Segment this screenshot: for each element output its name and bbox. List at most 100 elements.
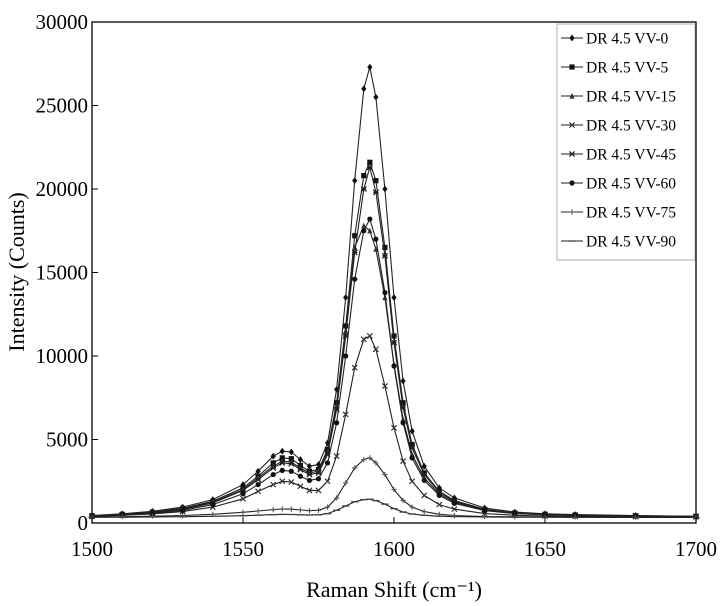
x-axis-ticks: 1500 1550 1600 1650 1700	[71, 517, 717, 561]
legend-marker	[569, 209, 575, 215]
data-point	[288, 479, 295, 486]
data-point	[343, 480, 349, 486]
data-point	[240, 509, 246, 515]
legend-item: DR 4.5 VV-0	[561, 31, 669, 48]
y-axis-title: Intensity (Counts)	[4, 192, 29, 352]
data-point	[279, 459, 286, 466]
legend-marker	[569, 34, 575, 42]
data-point	[288, 506, 294, 512]
data-point	[288, 448, 294, 456]
data-point	[324, 504, 331, 510]
data-point	[400, 420, 406, 426]
data-point	[367, 227, 373, 234]
data-point	[421, 462, 427, 470]
legend-marker	[568, 150, 576, 158]
data-point	[421, 492, 428, 499]
data-point	[315, 487, 322, 494]
data-point	[315, 507, 322, 513]
legend-item: DR 4.5 VV-15	[561, 89, 676, 106]
data-point	[366, 164, 373, 171]
legend: DR 4.5 VV-0 DR 4.5 VV-5 DR 4.5 VV-15 DR 4.5…	[556, 23, 696, 261]
y-tick-label: 25000	[36, 94, 89, 118]
data-point	[409, 478, 416, 485]
legend-label: DR 4.5 VV-90	[586, 234, 676, 251]
data-point	[382, 471, 388, 478]
data-point	[409, 427, 415, 435]
data-point	[342, 411, 349, 418]
data-point	[451, 500, 457, 506]
data-point	[391, 487, 397, 493]
data-point	[255, 508, 261, 514]
data-point	[436, 492, 442, 499]
data-point	[373, 236, 379, 242]
data-point	[390, 424, 398, 431]
legend-label: DR 4.5 VV-60	[586, 176, 676, 193]
series-dr-4-5-vv-60	[89, 216, 699, 520]
data-point	[255, 467, 261, 475]
data-point	[149, 510, 155, 517]
data-point	[372, 346, 379, 353]
data-point	[421, 477, 427, 484]
data-point	[373, 460, 379, 466]
y-tick-label: 15000	[36, 261, 89, 285]
legend-item: DR 4.5 VV-75	[561, 205, 676, 222]
data-point	[409, 504, 415, 510]
data-point	[352, 233, 358, 239]
data-point	[351, 364, 358, 371]
data-point	[343, 323, 349, 329]
series-dr-4-5-vv-90	[88, 498, 700, 519]
data-point	[279, 506, 285, 512]
data-point	[373, 178, 379, 184]
data-point	[382, 244, 388, 251]
data-point	[390, 339, 398, 346]
legend-item: DR 4.5 VV-45	[561, 147, 676, 164]
data-point	[255, 476, 262, 483]
data-point	[361, 222, 367, 229]
data-point	[391, 363, 397, 369]
data-point	[373, 246, 379, 252]
data-point	[255, 488, 262, 495]
data-point	[352, 177, 358, 185]
data-point	[366, 332, 373, 339]
data-point	[270, 460, 276, 466]
y-tick-label: 20000	[36, 177, 89, 201]
data-point	[367, 216, 373, 222]
data-point	[373, 93, 379, 101]
data-point	[367, 455, 373, 461]
legend-label: DR 4.5 VV-5	[586, 60, 669, 77]
data-point	[288, 456, 294, 462]
data-point	[334, 420, 340, 426]
legend-label: DR 4.5 VV-15	[586, 89, 676, 106]
data-point	[279, 455, 285, 461]
x-axis-title: Raman Shift (cm⁻¹)	[306, 577, 482, 602]
data-point	[451, 506, 458, 513]
data-point	[391, 294, 397, 301]
data-point	[255, 481, 261, 488]
data-point	[334, 495, 340, 501]
data-point	[360, 185, 367, 193]
data-point	[361, 85, 367, 93]
data-point	[239, 495, 247, 502]
x-tick-label: 1550	[222, 537, 264, 561]
legend-item: DR 4.5 VV-30	[561, 118, 676, 135]
data-point	[324, 478, 331, 485]
data-point	[382, 289, 388, 296]
data-point	[391, 333, 397, 339]
data-point	[333, 453, 340, 460]
data-point	[360, 336, 367, 343]
data-point	[270, 452, 276, 460]
data-point	[382, 185, 388, 193]
data-point	[381, 383, 388, 390]
legend-marker	[568, 121, 576, 129]
legend-marker	[569, 92, 575, 99]
legend-item: DR 4.5 VV-5	[561, 60, 669, 77]
data-point	[297, 473, 303, 479]
data-point	[482, 508, 488, 514]
data-point	[270, 481, 277, 488]
data-point	[279, 447, 285, 455]
data-point	[149, 513, 155, 519]
data-point	[381, 252, 388, 259]
data-point	[451, 512, 457, 519]
data-point	[279, 467, 285, 473]
